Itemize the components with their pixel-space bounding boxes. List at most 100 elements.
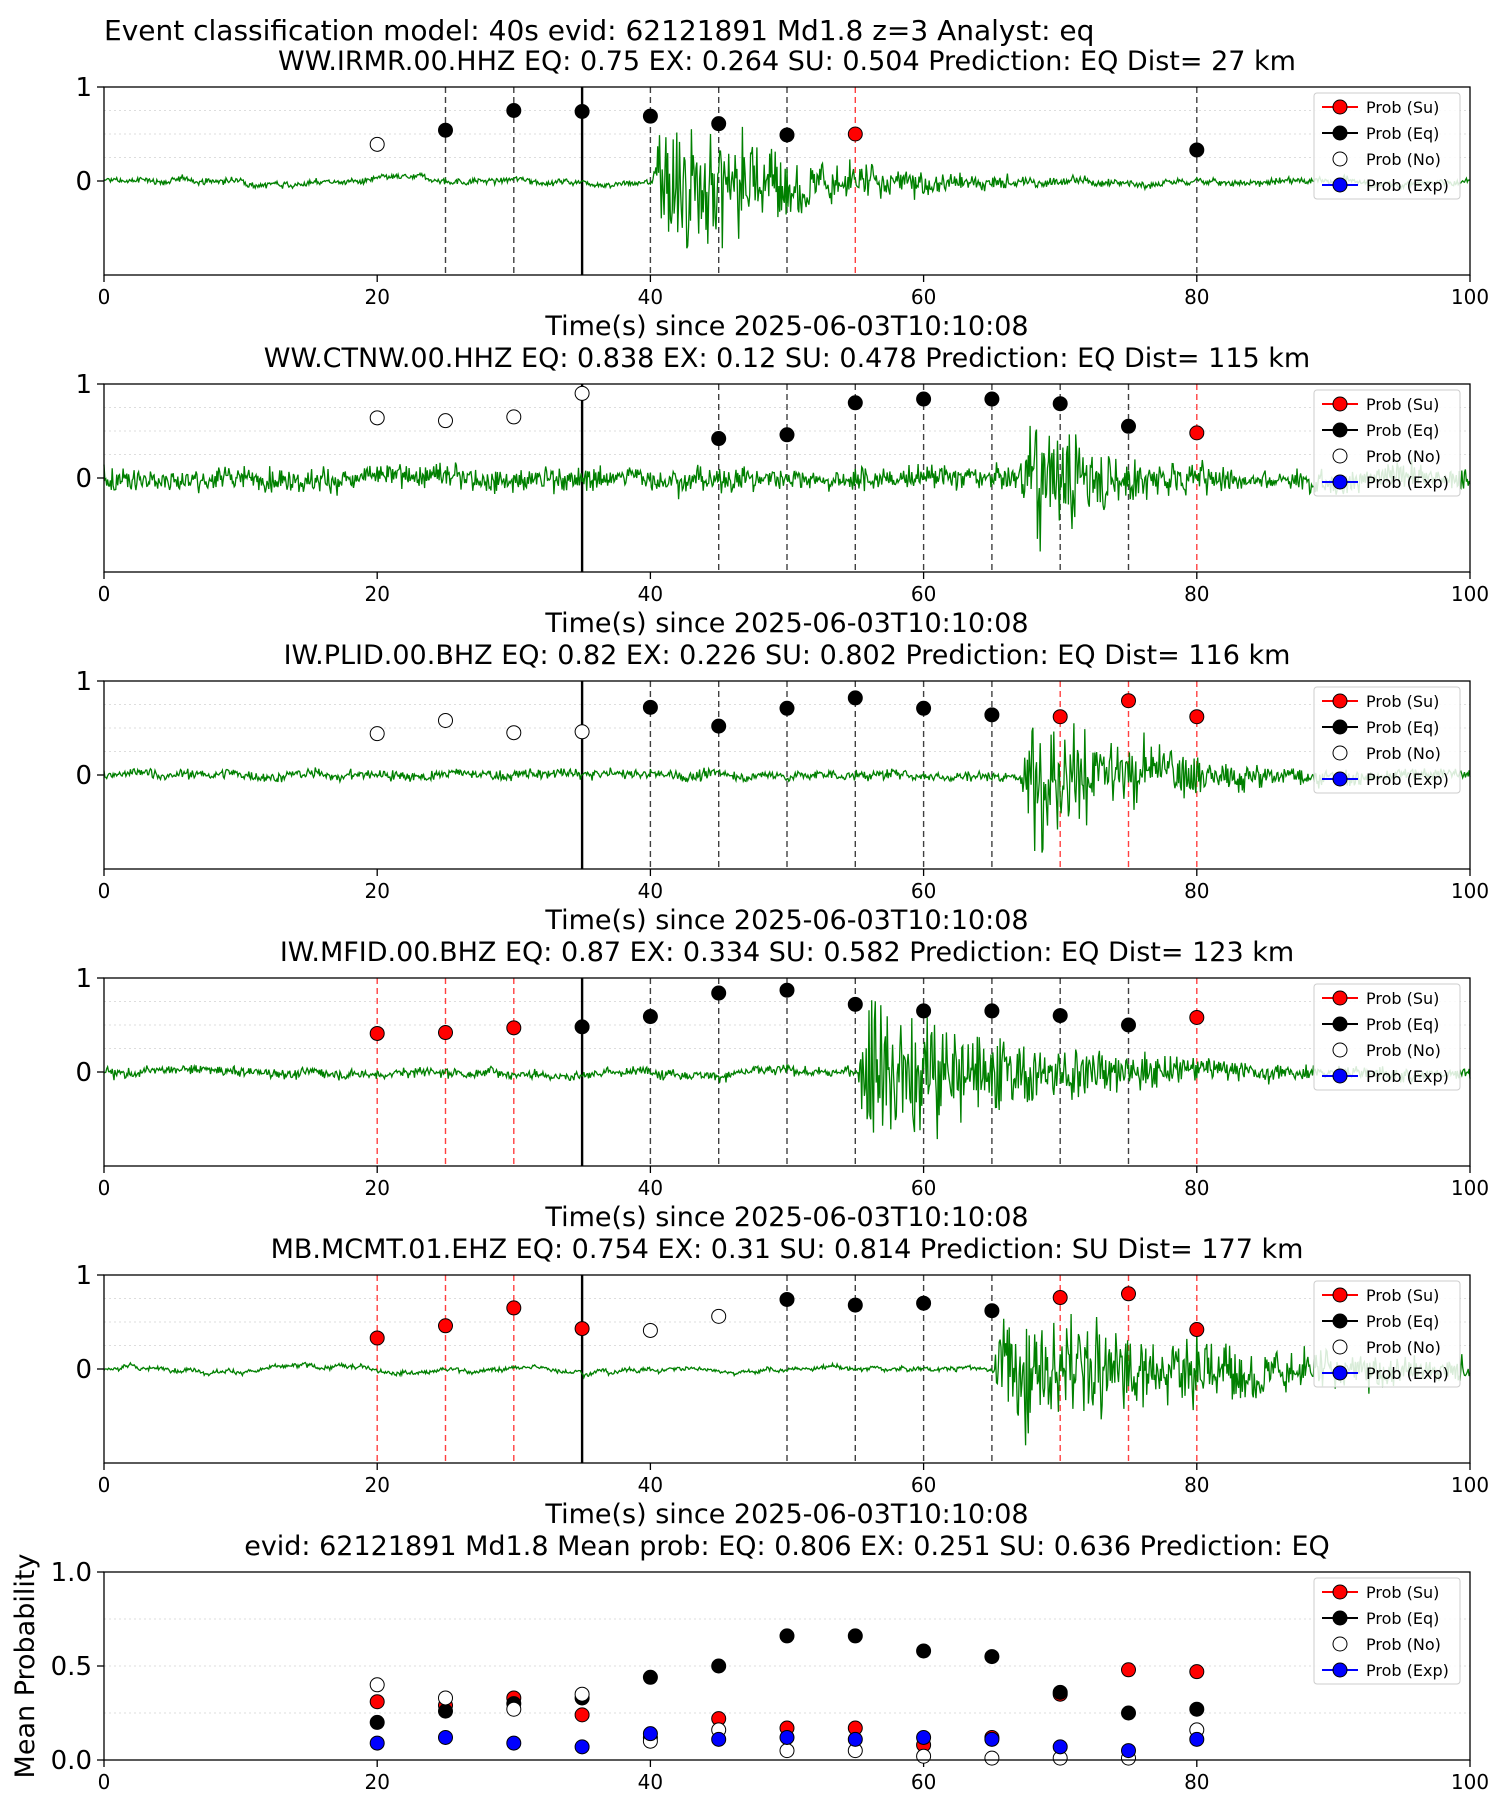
mean-point-eq <box>847 1628 863 1644</box>
prob-marker-eq <box>779 1291 795 1307</box>
legend-label-no: Prob (No) <box>1366 150 1441 169</box>
mean-point-eq <box>711 1658 727 1674</box>
panels: WW.IRMR.00.HHZ EQ: 0.75 EX: 0.264 SU: 0.… <box>10 46 1489 1794</box>
prob-marker-eq <box>438 122 453 138</box>
prob-marker-su <box>438 1025 453 1041</box>
prob-marker-eq <box>984 1003 1000 1019</box>
x-tick-label: 100 <box>1451 1176 1489 1200</box>
x-tick-label: 20 <box>364 285 389 309</box>
x-tick-label: 60 <box>911 1770 936 1794</box>
axes-frame <box>103 1571 1471 1761</box>
prob-marker-no <box>574 724 590 740</box>
x-tick-label: 20 <box>364 879 389 903</box>
prob-marker-eq <box>916 1295 932 1311</box>
legend-label-su: Prob (Su) <box>1366 98 1439 117</box>
x-tick-label: 80 <box>1184 1770 1209 1794</box>
legend-marker-su <box>1332 99 1348 115</box>
mean-point-exp <box>779 1729 795 1745</box>
legend-label-su: Prob (Su) <box>1366 1286 1439 1305</box>
panel-2: WW.CTNW.00.HHZ EQ: 0.838 EX: 0.12 SU: 0.… <box>75 343 1489 639</box>
waveform-trace <box>103 1313 1471 1446</box>
mean-point-exp <box>642 1726 658 1742</box>
legend-label-exp: Prob (Exp) <box>1366 770 1449 789</box>
prob-marker-no <box>438 413 453 429</box>
prob-marker-eq <box>984 391 1000 407</box>
y-tick-label: 1.0 <box>51 1558 92 1588</box>
axes-frame <box>103 977 1471 1167</box>
waveform-trace <box>103 126 1471 249</box>
legend-label-no: Prob (No) <box>1366 1635 1441 1654</box>
x-tick-label: 0 <box>98 1473 111 1497</box>
legend-marker-exp <box>1332 1662 1348 1678</box>
panel-3: IW.PLID.00.BHZ EQ: 0.82 EX: 0.226 SU: 0.… <box>75 640 1489 936</box>
mean-point-exp <box>438 1729 453 1745</box>
mean-point-exp <box>847 1731 863 1747</box>
y-tick-label: 0 <box>75 761 92 791</box>
mean-point-exp <box>1121 1743 1136 1759</box>
mean-point-exp <box>1189 1731 1205 1747</box>
legend-label-exp: Prob (Exp) <box>1366 1067 1449 1086</box>
prob-marker-su <box>847 126 863 142</box>
legend-marker-eq <box>1332 1610 1348 1626</box>
y-tick-label: 0 <box>75 464 92 494</box>
mean-point-eq <box>642 1669 658 1685</box>
legend-label-su: Prob (Su) <box>1366 692 1439 711</box>
legend-marker-no <box>1332 1339 1348 1355</box>
prob-marker-su <box>1121 693 1136 709</box>
x-tick-label: 0 <box>98 879 111 903</box>
legend-marker-exp <box>1332 177 1348 193</box>
mean-point-eq <box>369 1714 385 1730</box>
prob-marker-eq <box>847 395 863 411</box>
x-tick-label: 80 <box>1184 879 1209 903</box>
x-axis-label: Time(s) since 2025-06-03T10:10:08 <box>544 905 1028 936</box>
prob-marker-eq <box>574 1019 590 1035</box>
legend-marker-no <box>1332 448 1348 464</box>
prob-marker-eq <box>711 718 727 734</box>
prob-marker-su <box>369 1025 385 1041</box>
figure-suptitle: Event classification model: 40s evid: 62… <box>104 14 1094 47</box>
legend-marker-su <box>1332 1584 1348 1600</box>
prob-marker-eq <box>711 985 727 1001</box>
prob-marker-su <box>1052 1290 1068 1306</box>
y-tick-label: 1 <box>75 1261 92 1291</box>
prob-marker-eq <box>847 996 863 1012</box>
prob-marker-su <box>369 1330 385 1346</box>
legend-marker-eq <box>1332 1313 1348 1329</box>
legend-label-eq: Prob (Eq) <box>1366 1312 1439 1331</box>
prob-marker-eq <box>642 699 658 715</box>
prob-marker-su <box>438 1318 453 1334</box>
x-tick-label: 100 <box>1451 879 1489 903</box>
mean-point-eq <box>984 1649 1000 1665</box>
legend-box <box>1313 1577 1461 1685</box>
legend-label-exp: Prob (Exp) <box>1366 176 1449 195</box>
legend-box <box>1313 92 1461 200</box>
x-tick-label: 20 <box>364 1770 389 1794</box>
legend-marker-no <box>1332 151 1348 167</box>
prob-marker-eq <box>847 690 863 706</box>
prob-marker-no <box>369 136 385 152</box>
legend-label-eq: Prob (Eq) <box>1366 718 1439 737</box>
legend-marker-no <box>1332 1042 1348 1058</box>
mean-point-exp <box>574 1739 590 1755</box>
mean-point-no <box>438 1690 453 1706</box>
prob-marker-no <box>438 712 453 728</box>
x-tick-label: 20 <box>364 1473 389 1497</box>
legend-label-no: Prob (No) <box>1366 447 1441 466</box>
prob-marker-su <box>1052 709 1068 725</box>
mean-point-su <box>574 1707 590 1723</box>
prob-marker-eq <box>1121 418 1136 434</box>
prob-marker-eq <box>779 427 795 443</box>
x-tick-label: 80 <box>1184 582 1209 606</box>
prob-marker-eq <box>1052 396 1068 412</box>
x-tick-label: 0 <box>98 285 111 309</box>
y-tick-label: 1 <box>75 667 92 697</box>
y-axis-label: Mean Probability <box>10 1554 41 1779</box>
x-tick-label: 60 <box>911 1176 936 1200</box>
prob-marker-eq <box>506 103 522 118</box>
legend-marker-no <box>1332 1636 1348 1652</box>
x-tick-label: 100 <box>1451 582 1489 606</box>
x-tick-label: 0 <box>98 1770 111 1794</box>
legend-label-exp: Prob (Exp) <box>1366 473 1449 492</box>
prob-marker-eq <box>574 103 590 119</box>
y-tick-label: 0 <box>75 1058 92 1088</box>
